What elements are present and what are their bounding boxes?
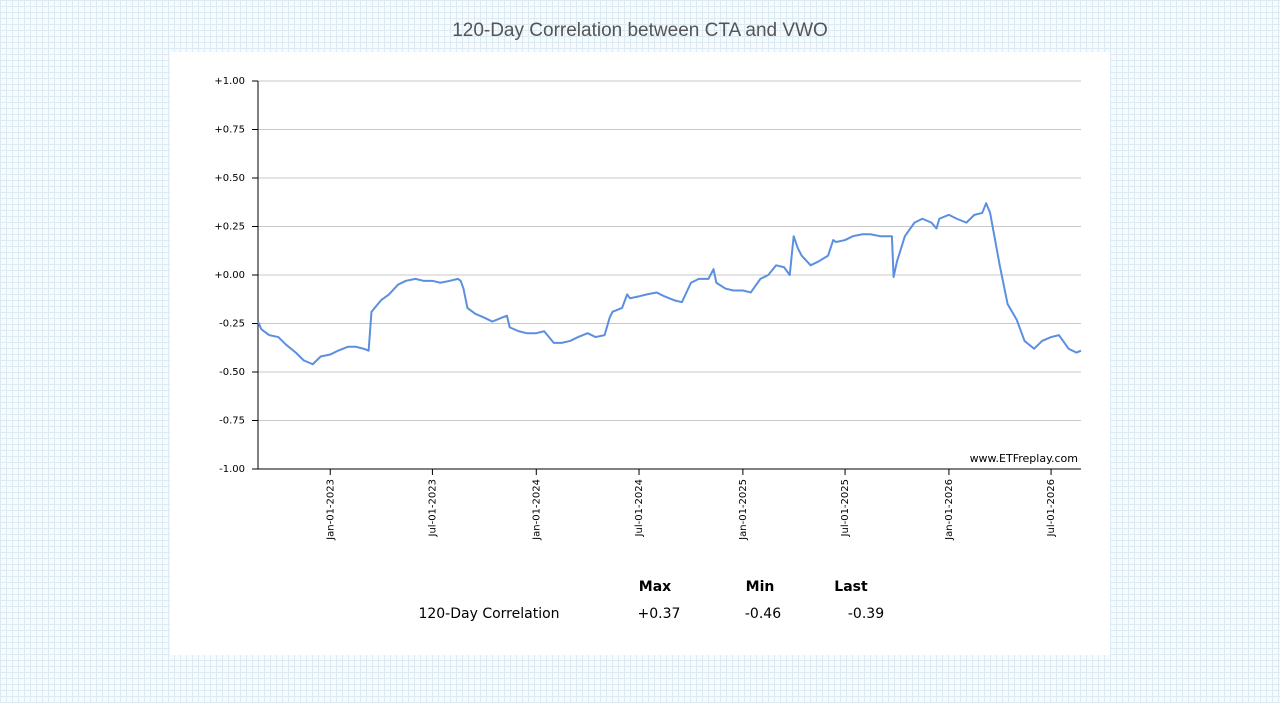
y-tick-label: +0.75 xyxy=(214,125,245,136)
data-line xyxy=(257,202,1082,366)
y-tick-label: -0.75 xyxy=(219,416,245,427)
stats-value: -0.39 xyxy=(848,606,884,622)
chart-title: 120-Day Correlation between CTA and VWO xyxy=(452,20,828,41)
y-tick-label: +0.25 xyxy=(214,222,245,233)
x-tick-label: Jan-01-2024 xyxy=(531,479,542,541)
x-tick-label: Jan-01-2026 xyxy=(944,479,955,541)
x-tick-label: Jul-01-2023 xyxy=(427,479,438,537)
stats-value: +0.37 xyxy=(638,606,681,622)
stats-value: -0.46 xyxy=(745,606,781,622)
x-tick-label: Jul-01-2026 xyxy=(1046,479,1057,537)
watermark: www.ETFreplay.com xyxy=(970,452,1078,465)
y-tick-label: -1.00 xyxy=(219,464,245,475)
x-tick-label: Jan-01-2023 xyxy=(325,479,336,541)
x-tick-label: Jul-01-2024 xyxy=(634,479,645,537)
stats-header: Min xyxy=(746,579,775,595)
y-tick-label: +0.50 xyxy=(214,173,245,184)
y-tick-label: +0.00 xyxy=(214,270,245,281)
stats-label: 120-Day Correlation xyxy=(418,606,559,622)
y-tick-label: -0.25 xyxy=(219,319,245,330)
x-tick-label: Jan-01-2025 xyxy=(738,479,749,541)
stats-header: Last xyxy=(834,579,868,595)
panel xyxy=(170,52,1110,655)
stats-header: Max xyxy=(639,579,671,595)
y-tick-label: +1.00 xyxy=(214,76,245,87)
x-tick-label: Jul-01-2025 xyxy=(840,479,851,537)
y-tick-label: -0.50 xyxy=(219,367,245,378)
